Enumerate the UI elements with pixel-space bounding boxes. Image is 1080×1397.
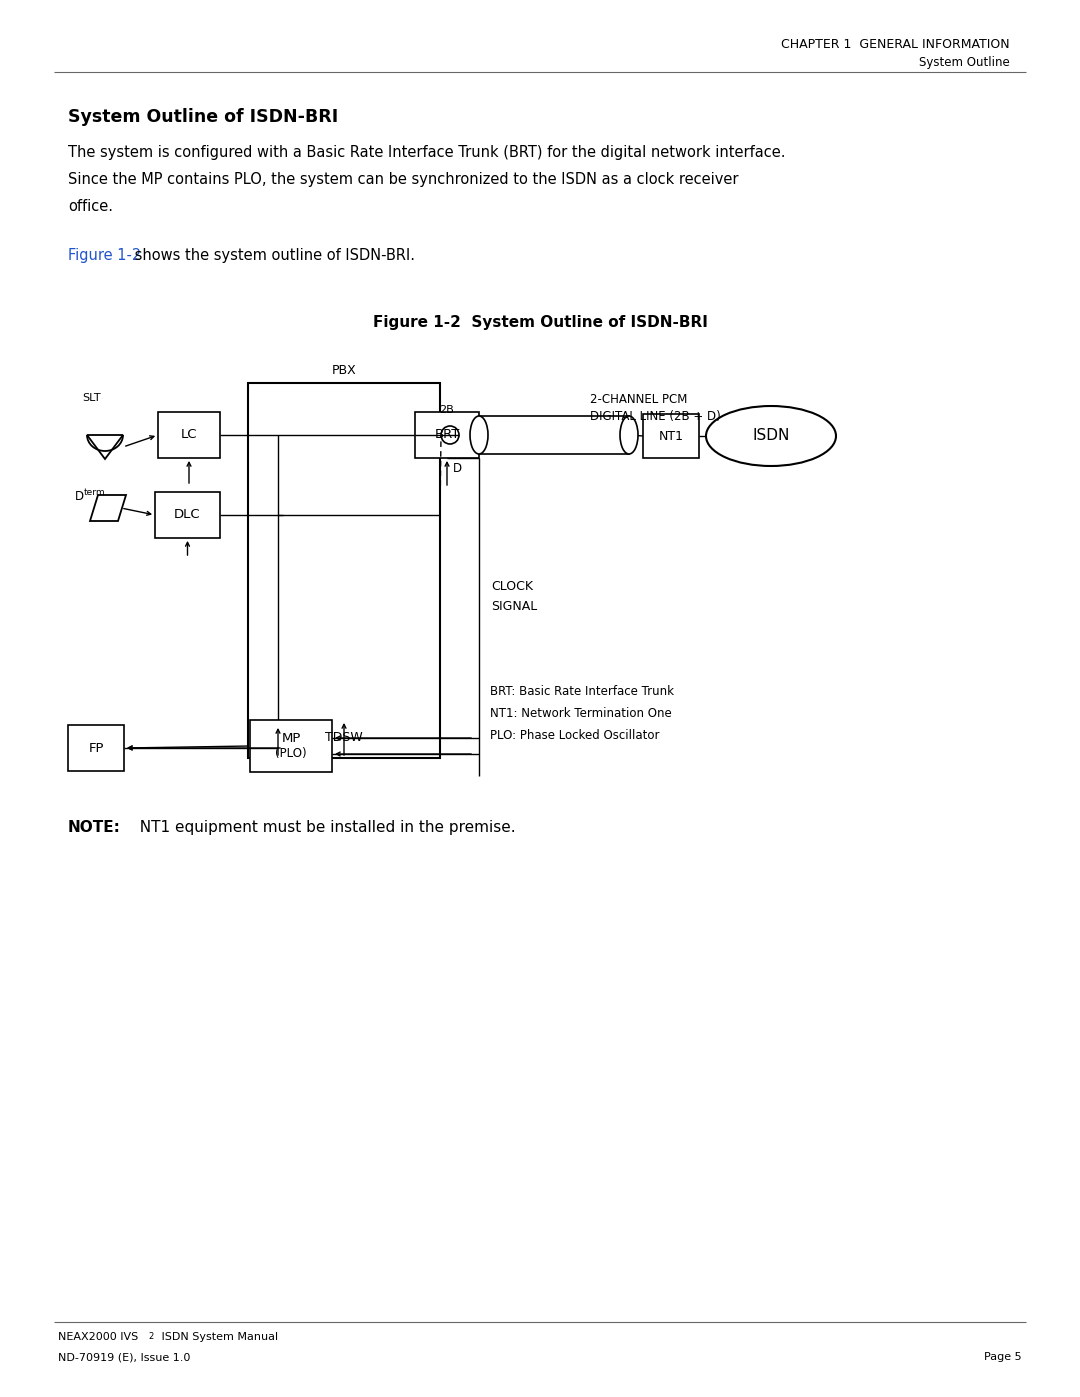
Text: TDSW: TDSW bbox=[325, 731, 363, 745]
Text: NT1: NT1 bbox=[659, 429, 684, 443]
Text: 2-CHANNEL PCM: 2-CHANNEL PCM bbox=[590, 393, 687, 407]
Bar bbox=[480, 416, 629, 454]
Text: MP: MP bbox=[281, 732, 300, 745]
Text: D: D bbox=[453, 462, 462, 475]
Bar bbox=[68, 725, 124, 771]
Text: (PLO): (PLO) bbox=[275, 747, 307, 760]
Text: shows the system outline of ISDN-BRI.: shows the system outline of ISDN-BRI. bbox=[130, 249, 415, 263]
Text: Figure 1-2: Figure 1-2 bbox=[68, 249, 141, 263]
Bar bbox=[643, 414, 699, 458]
Text: Since the MP contains PLO, the system can be synchronized to the ISDN as a clock: Since the MP contains PLO, the system ca… bbox=[68, 172, 739, 187]
Text: CLOCK: CLOCK bbox=[491, 580, 534, 592]
Text: Page 5: Page 5 bbox=[984, 1352, 1022, 1362]
Text: NT1: Network Termination One: NT1: Network Termination One bbox=[490, 707, 672, 719]
Text: PLO: Phase Locked Oscillator: PLO: Phase Locked Oscillator bbox=[490, 729, 660, 742]
Ellipse shape bbox=[470, 416, 488, 454]
Bar bbox=[415, 412, 480, 458]
Text: SLT: SLT bbox=[82, 393, 100, 402]
Text: 2B: 2B bbox=[438, 405, 454, 415]
Text: DLC: DLC bbox=[174, 509, 201, 521]
Text: NOTE:: NOTE: bbox=[68, 820, 121, 835]
Text: SIGNAL: SIGNAL bbox=[491, 599, 537, 613]
Text: BRT: Basic Rate Interface Trunk: BRT: Basic Rate Interface Trunk bbox=[490, 685, 674, 698]
Text: ISDN: ISDN bbox=[753, 429, 789, 443]
Text: NT1 equipment must be installed in the premise.: NT1 equipment must be installed in the p… bbox=[130, 820, 515, 835]
Text: 2: 2 bbox=[148, 1331, 153, 1341]
Bar bbox=[156, 492, 220, 538]
Text: NEAX2000 IVS: NEAX2000 IVS bbox=[58, 1331, 138, 1343]
Text: System Outline: System Outline bbox=[919, 56, 1010, 68]
Text: System Outline of ISDN-BRI: System Outline of ISDN-BRI bbox=[68, 108, 338, 126]
Bar bbox=[249, 719, 332, 773]
Ellipse shape bbox=[620, 416, 638, 454]
Text: term: term bbox=[84, 488, 106, 497]
Bar bbox=[248, 383, 440, 759]
Text: The system is configured with a Basic Rate Interface Trunk (BRT) for the digital: The system is configured with a Basic Ra… bbox=[68, 145, 785, 161]
Text: Figure 1-2  System Outline of ISDN-BRI: Figure 1-2 System Outline of ISDN-BRI bbox=[373, 314, 707, 330]
Text: ND-70919 (E), Issue 1.0: ND-70919 (E), Issue 1.0 bbox=[58, 1352, 190, 1362]
Text: BRT: BRT bbox=[434, 429, 460, 441]
Text: DIGITAL LINE (2B + D): DIGITAL LINE (2B + D) bbox=[590, 409, 720, 423]
Text: PBX: PBX bbox=[332, 365, 356, 377]
Text: ISDN System Manual: ISDN System Manual bbox=[158, 1331, 279, 1343]
Bar bbox=[158, 412, 220, 458]
Text: office.: office. bbox=[68, 198, 113, 214]
Text: D: D bbox=[75, 490, 84, 503]
Text: CHAPTER 1  GENERAL INFORMATION: CHAPTER 1 GENERAL INFORMATION bbox=[781, 38, 1010, 52]
Text: FP: FP bbox=[89, 742, 104, 754]
Text: LC: LC bbox=[180, 429, 198, 441]
